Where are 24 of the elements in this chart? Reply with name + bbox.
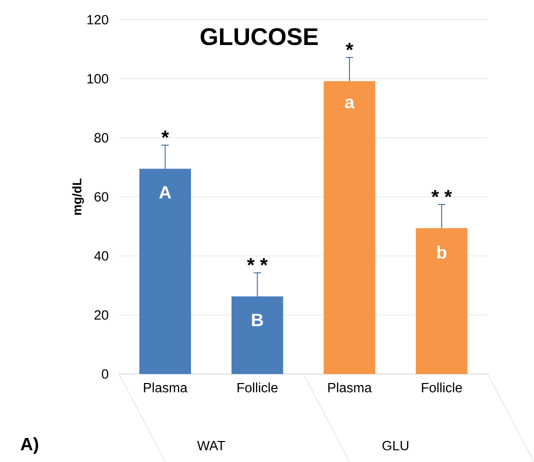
- data-label: b: [437, 246, 446, 259]
- y-tick-label: 20: [94, 310, 108, 320]
- chart-title: GLUCOSE: [200, 28, 318, 46]
- x-tick-label: Plasma: [328, 382, 372, 392]
- x-tick-label: Follicle: [422, 382, 462, 392]
- y-axis-title: mg/dL: [72, 178, 84, 215]
- annotation: * *: [431, 190, 452, 198]
- x-tick-label: Plasma: [144, 382, 188, 392]
- x-tick-label: Follicle: [238, 382, 278, 392]
- y-tick-label: 100: [87, 74, 108, 84]
- data-label: B: [252, 314, 263, 326]
- y-tick-label: 120: [87, 14, 108, 24]
- y-tick-label: 80: [94, 133, 108, 143]
- y-tick-label: 0: [102, 369, 108, 379]
- y-tick-label: 40: [94, 251, 108, 261]
- annotation: *: [346, 42, 354, 50]
- y-tick-label: 60: [94, 192, 108, 202]
- text: WAT: [197, 441, 226, 450]
- text: A): [20, 437, 38, 454]
- data-label: A: [159, 186, 172, 199]
- annotation: * *: [247, 258, 268, 266]
- data-label: a: [345, 98, 355, 108]
- annotation: *: [161, 130, 169, 138]
- text: GLU: [382, 440, 408, 450]
